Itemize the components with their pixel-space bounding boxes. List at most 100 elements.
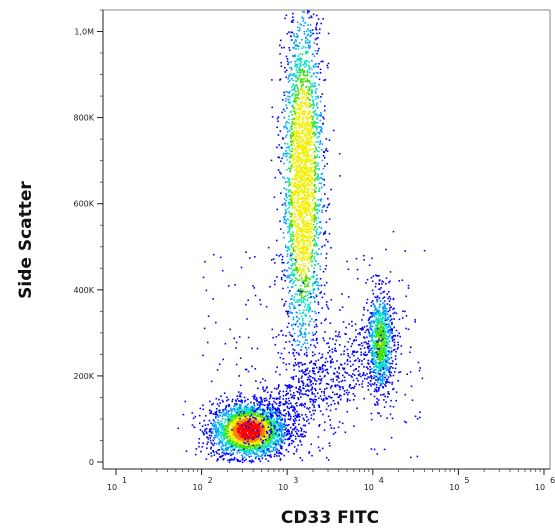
data-point bbox=[277, 423, 280, 426]
data-point bbox=[297, 185, 300, 187]
data-point bbox=[304, 162, 307, 164]
data-point bbox=[243, 443, 246, 445]
data-point bbox=[268, 402, 270, 405]
data-point bbox=[318, 63, 320, 65]
data-point bbox=[252, 409, 255, 412]
data-point bbox=[314, 166, 316, 168]
data-point bbox=[285, 270, 288, 272]
data-point bbox=[303, 122, 305, 124]
data-point bbox=[224, 433, 227, 435]
data-point bbox=[194, 415, 197, 418]
data-point bbox=[277, 120, 279, 123]
data-point bbox=[294, 64, 296, 67]
data-point bbox=[289, 235, 291, 238]
data-point bbox=[290, 223, 293, 226]
data-point bbox=[295, 256, 298, 258]
data-point bbox=[227, 447, 229, 450]
data-point bbox=[326, 150, 329, 152]
data-point bbox=[310, 31, 312, 34]
data-point bbox=[232, 431, 234, 434]
data-point bbox=[290, 191, 293, 194]
data-point bbox=[243, 432, 246, 434]
data-point bbox=[246, 408, 248, 410]
data-point bbox=[305, 85, 308, 88]
data-point bbox=[210, 412, 212, 414]
data-point bbox=[299, 190, 301, 193]
data-point bbox=[312, 158, 314, 161]
data-point bbox=[227, 453, 229, 455]
data-point bbox=[260, 449, 262, 452]
data-point bbox=[291, 178, 293, 180]
data-point bbox=[233, 405, 235, 408]
data-point bbox=[236, 439, 239, 442]
data-point bbox=[224, 436, 226, 439]
data-point bbox=[293, 41, 296, 43]
data-point bbox=[307, 64, 310, 67]
data-point bbox=[294, 87, 296, 90]
data-point bbox=[300, 444, 303, 446]
data-point bbox=[309, 184, 311, 186]
data-point bbox=[321, 159, 324, 162]
data-point bbox=[297, 119, 300, 121]
data-point bbox=[291, 302, 293, 304]
data-point bbox=[298, 228, 301, 230]
data-point bbox=[309, 46, 311, 48]
data-point bbox=[206, 443, 208, 445]
data-point bbox=[226, 399, 228, 402]
data-point bbox=[312, 13, 315, 16]
data-point bbox=[268, 432, 271, 434]
data-point bbox=[289, 134, 292, 136]
data-point bbox=[303, 251, 306, 253]
data-point bbox=[315, 146, 317, 149]
data-point bbox=[314, 218, 316, 220]
data-point bbox=[308, 231, 310, 233]
data-point bbox=[288, 331, 291, 334]
data-point bbox=[294, 174, 296, 177]
data-point bbox=[212, 422, 215, 425]
data-point bbox=[317, 301, 320, 303]
data-point bbox=[305, 115, 307, 118]
data-point bbox=[251, 422, 254, 424]
data-point bbox=[296, 271, 299, 274]
data-point bbox=[213, 420, 215, 422]
data-point bbox=[243, 434, 246, 436]
data-point bbox=[295, 123, 297, 125]
data-point bbox=[303, 225, 305, 227]
data-point bbox=[296, 21, 299, 24]
data-point bbox=[267, 440, 269, 442]
data-point bbox=[306, 195, 309, 197]
data-point bbox=[311, 318, 313, 320]
data-point bbox=[237, 436, 240, 439]
data-point bbox=[251, 405, 253, 408]
data-point bbox=[310, 115, 313, 117]
data-point bbox=[318, 233, 320, 236]
data-point bbox=[260, 429, 263, 431]
data-point bbox=[298, 370, 301, 372]
data-point bbox=[306, 244, 309, 247]
data-point bbox=[294, 402, 297, 405]
data-point bbox=[316, 22, 318, 24]
data-point bbox=[303, 146, 305, 148]
data-point bbox=[224, 453, 227, 456]
data-point bbox=[232, 445, 234, 447]
data-point bbox=[285, 55, 288, 58]
data-point bbox=[320, 149, 323, 151]
data-point bbox=[293, 275, 295, 277]
data-point bbox=[236, 425, 239, 427]
data-point bbox=[313, 105, 315, 107]
data-point bbox=[285, 146, 288, 149]
data-point bbox=[264, 454, 266, 457]
data-point bbox=[250, 417, 252, 419]
data-point bbox=[311, 75, 313, 77]
data-point bbox=[308, 252, 311, 255]
data-point bbox=[305, 285, 307, 288]
data-point bbox=[297, 151, 300, 154]
data-point bbox=[291, 94, 294, 97]
data-point bbox=[265, 397, 267, 400]
data-point bbox=[299, 178, 302, 180]
data-point bbox=[319, 119, 321, 122]
data-point bbox=[306, 230, 309, 233]
data-point bbox=[295, 76, 298, 79]
data-point bbox=[281, 261, 283, 264]
data-point bbox=[218, 432, 220, 434]
